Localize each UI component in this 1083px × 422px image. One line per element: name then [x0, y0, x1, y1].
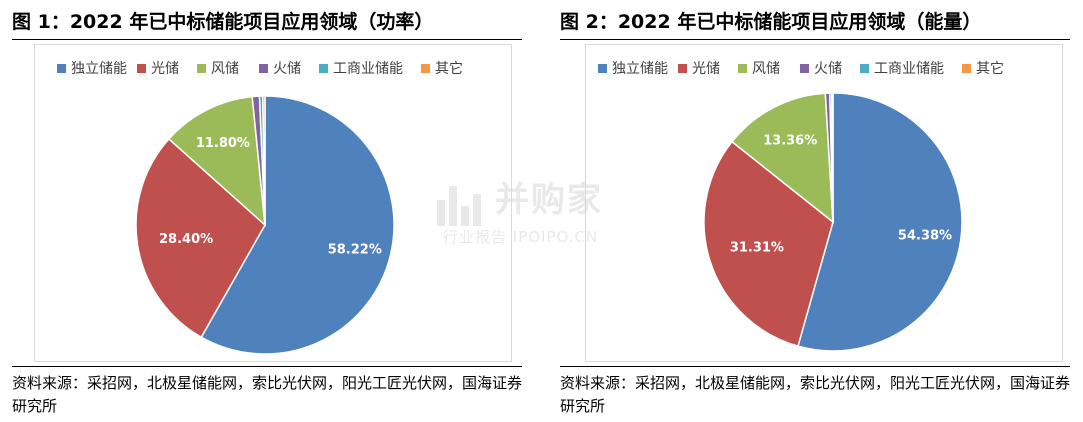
legend-swatch-thermal-storage — [800, 64, 809, 73]
pie-slice-pv-storage — [703, 140, 834, 348]
legend: 独立储能 光储 风储 火储 工商业储能 其它 — [598, 60, 1004, 77]
data-label-pv-storage: 28.40% — [159, 232, 213, 247]
legend-swatch-commercial-storage — [319, 64, 328, 73]
legend-swatch-wind-storage — [738, 64, 747, 73]
legend-swatch-pv-storage — [678, 64, 687, 73]
figure-1-chart-area: 独立储能 光储 风储 火储 工商业储能 其它 58.22% 28.40% 11.80% — [34, 44, 512, 362]
figure-2-bottom-rule — [560, 366, 1070, 367]
data-label-independent-storage: 58.22% — [328, 243, 382, 258]
legend: 独立储能 光储 风储 火储 工商业储能 其它 — [57, 60, 463, 77]
figure-1-title: 图 1：2022 年已中标储能项目应用领域（功率） — [12, 11, 434, 33]
pie-slices: 58.22% 28.40% 11.80% — [135, 95, 395, 355]
legend-label-other: 其它 — [435, 60, 463, 77]
legend-swatch-commercial-storage — [860, 64, 869, 73]
pie-slice-wind-storage — [167, 95, 266, 227]
figure-1-source-note: 资料来源：采招网，北极星储能网，索比光伏网，阳光工匠光伏网，国海证券研究所 — [12, 374, 523, 415]
figure-2-chart-area: 独立储能 光储 风储 火储 工商业储能 其它 54.38% 31.31% 13.36% — [585, 44, 1063, 362]
legend-swatch-wind-storage — [197, 64, 206, 73]
data-label-wind-storage: 13.36% — [763, 134, 817, 149]
legend-swatch-other — [962, 64, 971, 73]
pie-slice-independent-storage — [797, 92, 963, 352]
pie-slice-pv-storage — [135, 137, 266, 339]
pie-slice-other — [831, 92, 834, 223]
legend-label-wind-storage: 风储 — [211, 61, 239, 77]
legend-label-independent-storage: 独立储能 — [612, 61, 668, 77]
pie-slice-independent-storage — [200, 95, 395, 355]
legend-swatch-thermal-storage — [259, 64, 268, 73]
figure-2-source-note: 资料来源：采招网，北极星储能网，索比光伏网，阳光工匠光伏网，国海证券研究所 — [560, 374, 1071, 415]
figure-1-panel: 图 1：2022 年已中标储能项目应用领域（功率） 独立储能 光储 风储 火储 工商业储… — [12, 0, 522, 422]
legend-swatch-other — [421, 64, 430, 73]
data-label-pv-storage: 31.31% — [730, 241, 784, 256]
pie-slice-other — [261, 95, 266, 226]
legend-swatch-pv-storage — [137, 64, 146, 73]
legend-label-pv-storage: 光储 — [692, 61, 720, 77]
data-label-independent-storage: 54.38% — [898, 229, 952, 244]
data-label-wind-storage: 11.80% — [196, 136, 250, 151]
pie-slices: 54.38% 31.31% 13.36% — [703, 92, 963, 352]
figure-1-pie-chart: 独立储能 光储 风储 火储 工商业储能 其它 58.22% 28.40% 11.80% — [57, 60, 463, 355]
figure-2-pie-chart: 独立储能 光储 风储 火储 工商业储能 其它 54.38% 31.31% 13.36% — [598, 60, 1004, 352]
legend-label-wind-storage: 风储 — [752, 61, 780, 77]
legend-label-commercial-storage: 工商业储能 — [333, 61, 403, 77]
legend-label-independent-storage: 独立储能 — [71, 61, 127, 77]
figure-1-bottom-rule — [12, 366, 522, 367]
legend-swatch-independent-storage — [598, 64, 607, 73]
figure-1-top-rule — [12, 39, 522, 40]
figure-2-panel: 图 2：2022 年已中标储能项目应用领域（能量） 独立储能 光储 风储 火储 工商业储… — [560, 0, 1070, 422]
legend-swatch-independent-storage — [57, 64, 66, 73]
legend-label-thermal-storage: 火储 — [273, 61, 301, 77]
legend-label-other: 其它 — [976, 60, 1004, 77]
pie-slice-wind-storage — [730, 92, 834, 224]
legend-label-commercial-storage: 工商业储能 — [874, 61, 944, 77]
figure-2-top-rule — [560, 39, 1070, 40]
legend-label-pv-storage: 光储 — [151, 61, 179, 77]
figure-2-title: 图 2：2022 年已中标储能项目应用领域（能量） — [560, 11, 982, 33]
legend-label-thermal-storage: 火储 — [814, 61, 842, 77]
